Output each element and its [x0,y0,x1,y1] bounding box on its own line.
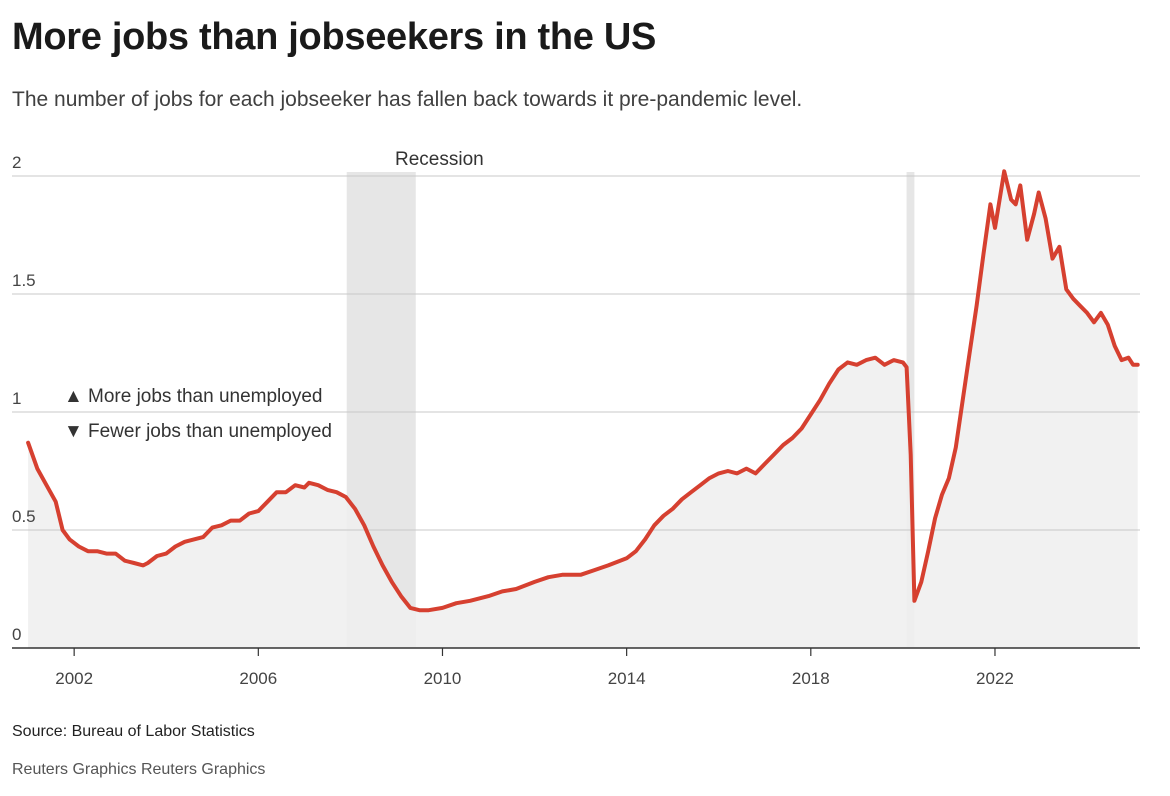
series-line [26,169,1140,613]
credit-note: Reuters Graphics Reuters Graphics [12,761,266,778]
source-note: Source: Bureau of Labor Statistics [12,723,255,740]
x-tick-label: 2002 [55,669,93,688]
y-tick-label: 2 [12,153,21,172]
series-lines [26,169,1140,613]
y-tick-label: 0.5 [12,507,36,526]
area-shape [28,171,1138,649]
chart-annotations: Recession ▲ More jobs than unemployed ▼ … [64,149,484,442]
area-fill [28,171,1138,649]
page-title: More jobs than jobseekers in the US [12,16,657,58]
x-tick-label: 2022 [976,669,1014,688]
x-tick-label: 2014 [608,669,646,688]
axis-labels: 0 0.5 1 1.5 2 2002 2006 2010 2014 2018 2022 [12,153,1014,688]
legend-up-label: More jobs than unemployed [88,386,322,407]
x-axis [12,647,1140,656]
legend-down-arrow-icon: ▼ [64,421,83,442]
y-tick-label: 1.5 [12,271,36,290]
x-tick-label: 2018 [792,669,830,688]
y-tick-label: 1 [12,389,21,408]
gridlines [12,175,1140,531]
page-subtitle: The number of jobs for each jobseeker ha… [12,88,803,111]
line-chart: 0 0.5 1 1.5 2 2002 2006 2010 2014 2018 2022 Recess… [12,149,1140,688]
legend-down-label: Fewer jobs than unemployed [88,421,332,442]
y-tick-label: 0 [12,625,21,644]
legend-up-arrow-icon: ▲ [64,386,83,407]
recession-label: Recession [395,149,484,170]
x-tick-label: 2006 [239,669,277,688]
x-tick-label: 2010 [424,669,462,688]
